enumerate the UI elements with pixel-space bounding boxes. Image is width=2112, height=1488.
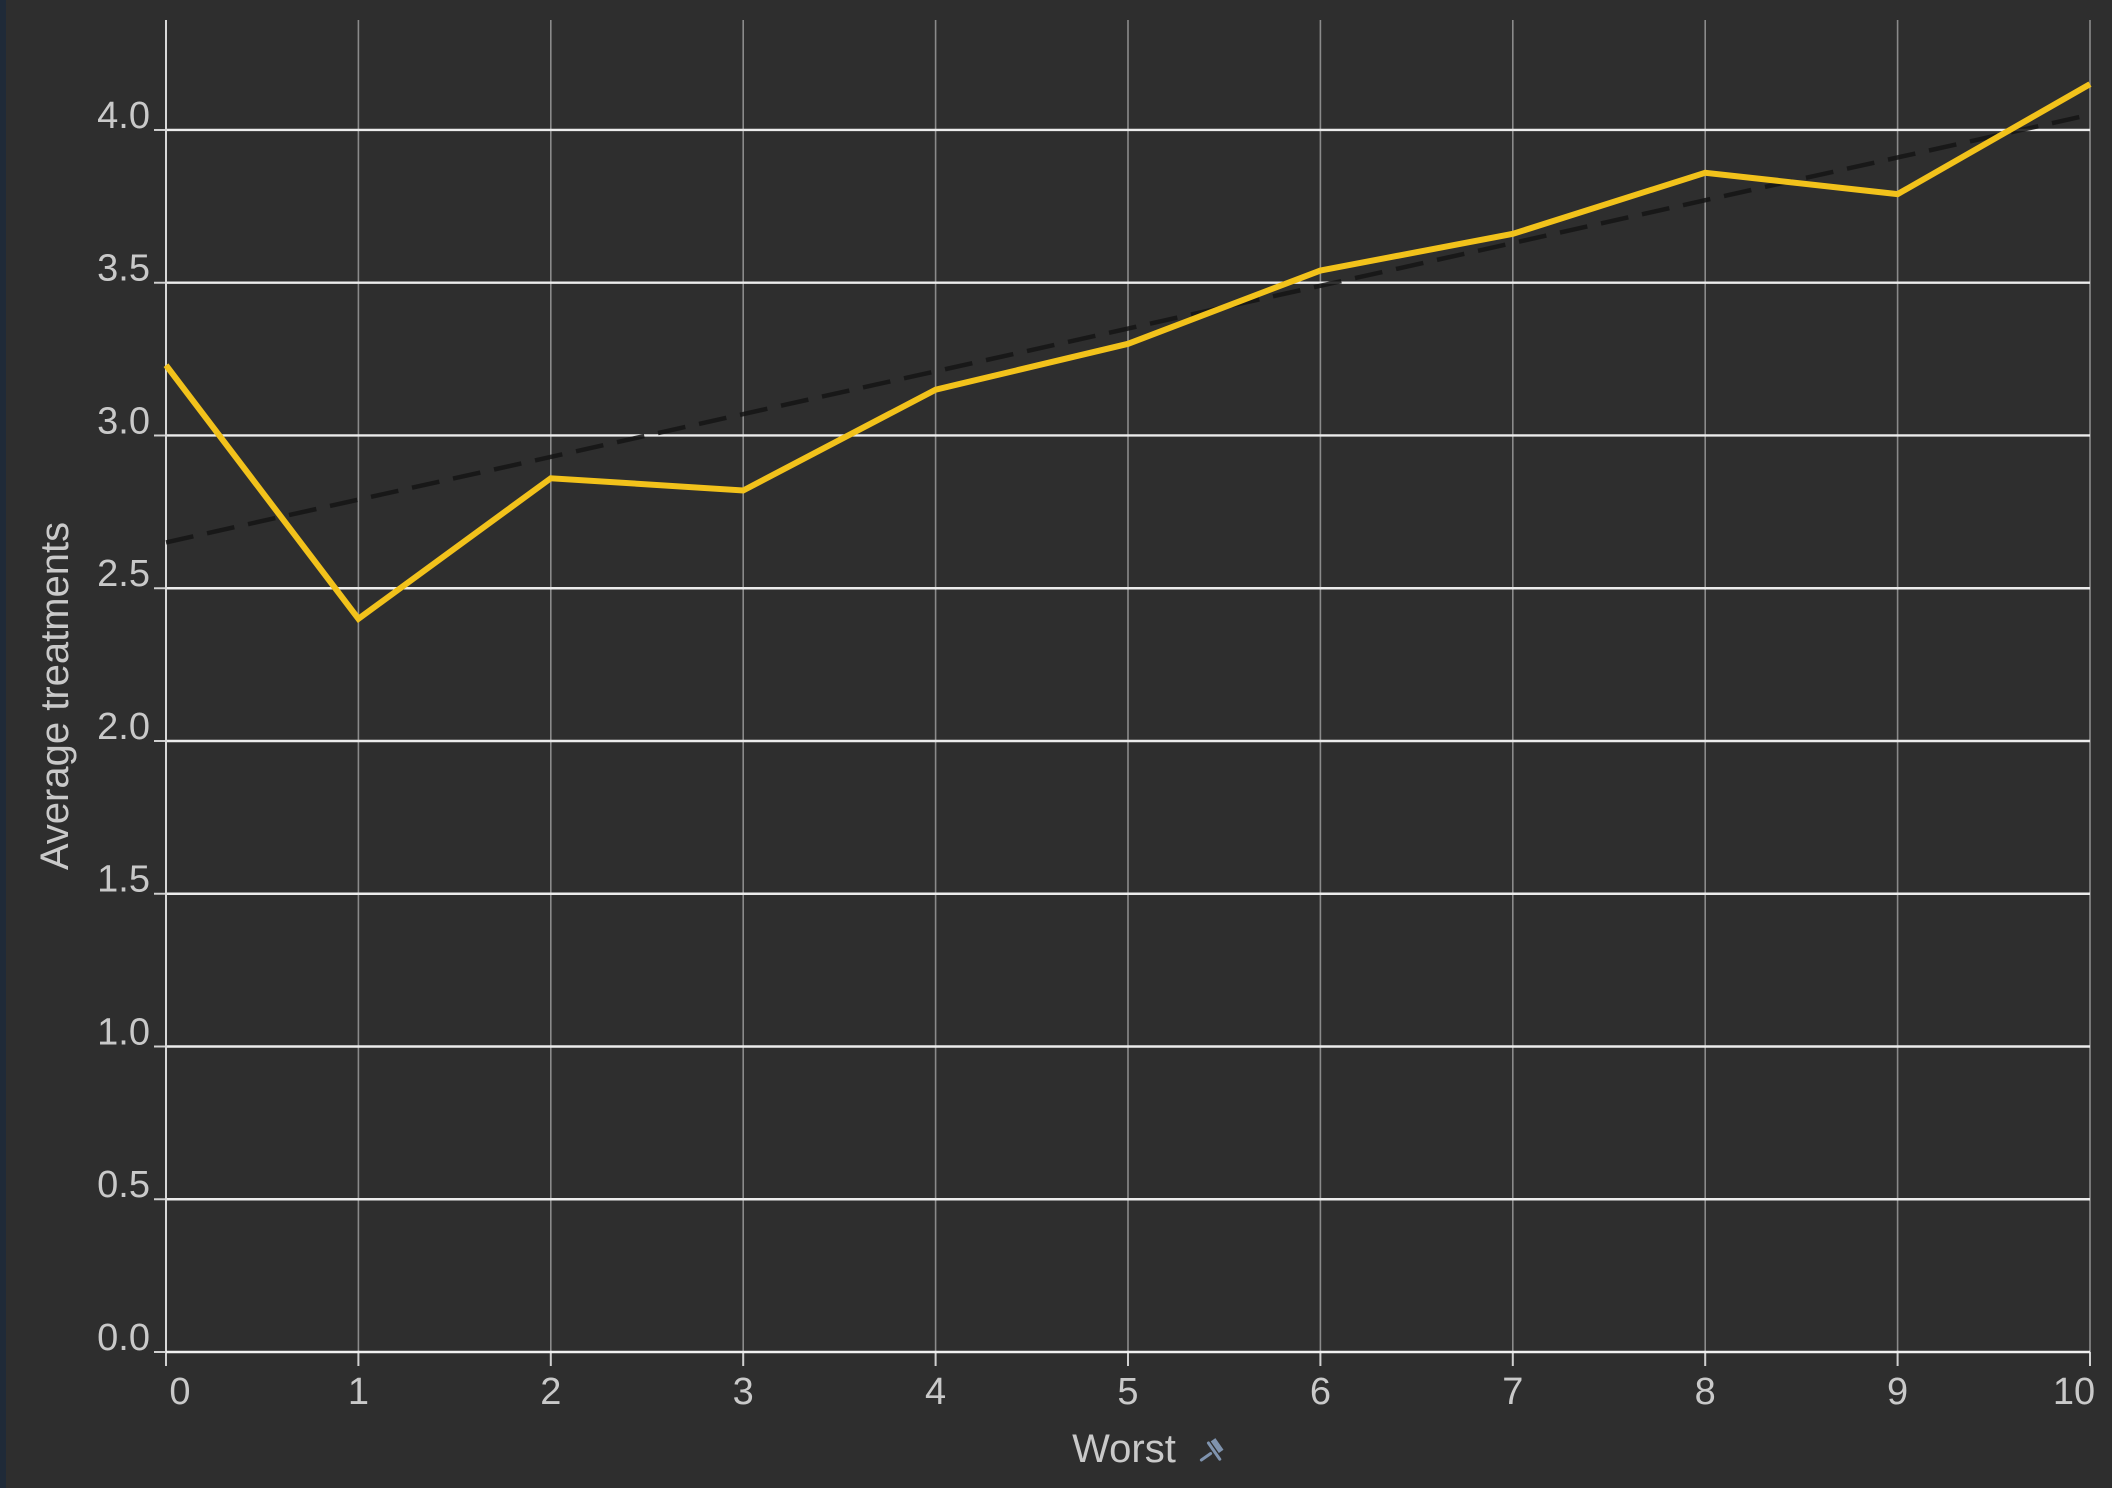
- y-axis-title: Average treatments: [33, 522, 77, 870]
- y-tick-label: 3.5: [97, 248, 150, 290]
- x-tick-label: 7: [1502, 1371, 1523, 1413]
- axes: [154, 20, 2091, 1366]
- x-tick-label: 9: [1887, 1371, 1908, 1413]
- x-tick-label: 6: [1310, 1371, 1331, 1413]
- chart-panel: 0 1 2 3 4 5 6 7 8 9 10 0.0 0.5 1.0 1.5 2.0 2.5 3.0 3.5 4.0…: [6, 0, 2112, 1488]
- x-axis-title: Worst: [1072, 1427, 1176, 1471]
- x-tick-label: 1: [348, 1371, 369, 1413]
- y-tick-label: 0.5: [97, 1164, 150, 1206]
- horizontal-gridlines: [166, 128, 2090, 1201]
- vertical-gridlines: [357, 20, 2091, 1352]
- x-tick-label: 10: [2053, 1371, 2095, 1413]
- y-tick-label: 1.0: [97, 1011, 150, 1053]
- y-tick-label: 3.0: [97, 400, 150, 442]
- line-chart: 0 1 2 3 4 5 6 7 8 9 10 0.0 0.5 1.0 1.5 2.0 2.5 3.0 3.5 4.0…: [33, 20, 2095, 1471]
- y-tick-labels: 0.0 0.5 1.0 1.5 2.0 2.5 3.0 3.5 4.0: [97, 95, 150, 1359]
- y-tick-label: 2.5: [97, 553, 150, 595]
- series-layer: [163, 81, 2092, 623]
- pin-icon[interactable]: [1199, 1436, 1225, 1463]
- y-tick-label: 4.0: [97, 95, 150, 137]
- y-tick-label: 2.0: [97, 706, 150, 748]
- y-tick-label: 0.0: [97, 1317, 150, 1359]
- x-tick-label: 2: [540, 1371, 561, 1413]
- trendline: [165, 112, 2091, 545]
- x-tick-label: 3: [733, 1371, 754, 1413]
- y-tick-label: 1.5: [97, 859, 150, 901]
- x-tick-labels: 0 1 2 3 4 5 6 7 8 9 10: [169, 1371, 2095, 1413]
- x-tick-label: 8: [1695, 1371, 1716, 1413]
- x-tick-label: 5: [1117, 1371, 1138, 1413]
- x-tick-label: 4: [925, 1371, 946, 1413]
- x-tick-label: 0: [169, 1371, 190, 1413]
